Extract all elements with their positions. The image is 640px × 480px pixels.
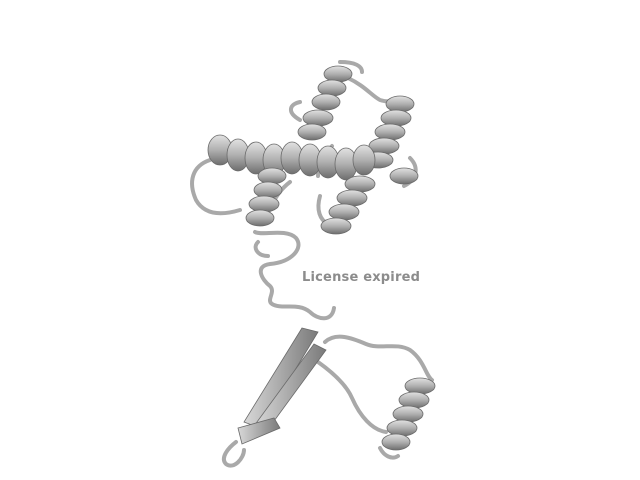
alpha-helices	[207, 65, 436, 451]
beta-sheet	[237, 327, 327, 445]
license-watermark: License expired	[302, 270, 421, 285]
